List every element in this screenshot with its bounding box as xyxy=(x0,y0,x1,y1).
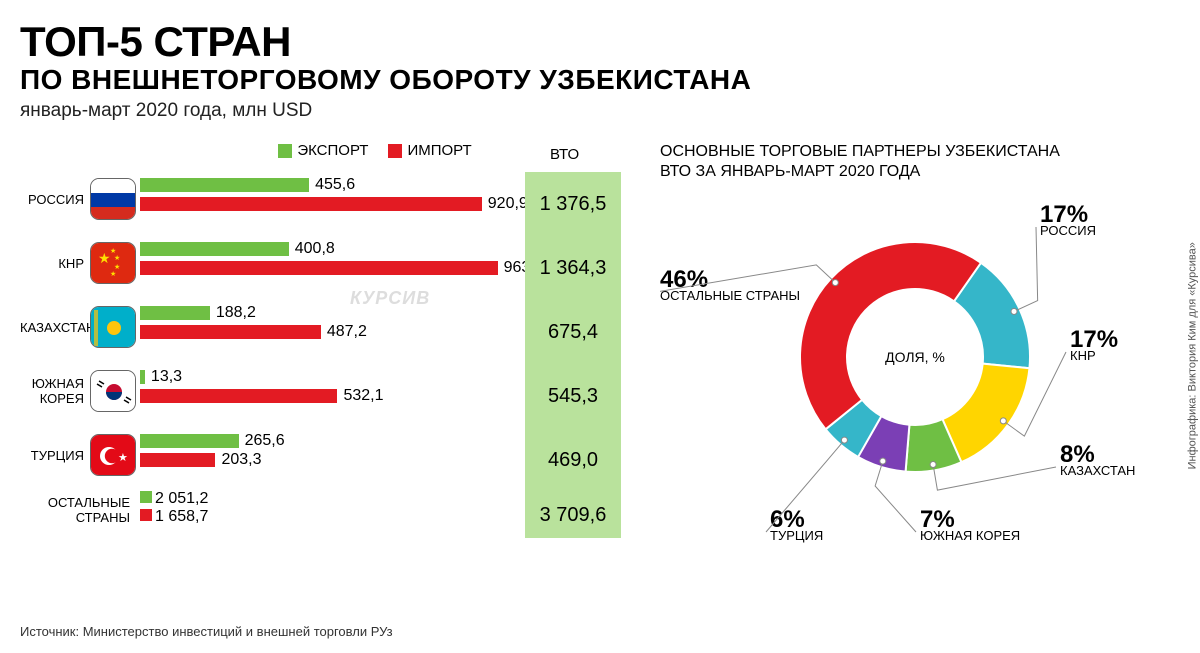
svg-text:★: ★ xyxy=(98,250,111,266)
title-sub: ПО ВНЕШНЕТОРГОВОМУ ОБОРОТУ УЗБЕКИСТАНА xyxy=(20,64,1200,96)
donut-panel: ОСНОВНЫЕ ТОРГОВЫЕ ПАРТНЕРЫ УЗБЕКИСТАНА В… xyxy=(660,142,1180,592)
export-value: 455,6 xyxy=(315,176,355,194)
country-label: КНР xyxy=(20,256,90,271)
donut-pct: 7% xyxy=(920,512,1020,528)
header: ТОП-5 СТРАН ПО ВНЕШНЕТОРГОВОМУ ОБОРОТУ У… xyxy=(0,0,1200,122)
donut-name: ТУРЦИЯ xyxy=(770,528,823,544)
import-value: 487,2 xyxy=(327,323,367,341)
country-label: ТУРЦИЯ xyxy=(20,448,90,463)
import-bar: 920,9 xyxy=(140,197,482,211)
donut-name: ОСТАЛЬНЫЕ СТРАНЫ xyxy=(660,288,800,304)
svg-text:★: ★ xyxy=(110,247,116,255)
export-value: 188,2 xyxy=(216,304,256,322)
donut-label: 7%ЮЖНАЯ КОРЕЯ xyxy=(920,512,1020,544)
vto-value: 1 364,3 xyxy=(525,236,621,300)
legend-export: ЭКСПОРТ xyxy=(278,142,368,159)
export-value: 13,3 xyxy=(151,368,182,386)
donut-pct: 17% xyxy=(1040,207,1096,223)
svg-text:★: ★ xyxy=(114,254,120,262)
vto-value: 469,0 xyxy=(525,428,621,492)
donut-slice xyxy=(800,242,981,429)
legend-export-label: ЭКСПОРТ xyxy=(297,142,368,159)
flag-icon xyxy=(90,178,136,220)
export-bar: 188,2 xyxy=(140,306,210,320)
title-period: январь-март 2020 года, млн USD xyxy=(20,100,1200,122)
legend-import: ИМПОРТ xyxy=(388,142,471,159)
export-value: 400,8 xyxy=(295,240,335,258)
export-bar: 400,8 xyxy=(140,242,289,256)
vto-value: 1 376,5 xyxy=(525,172,621,236)
flag-icon xyxy=(90,306,136,348)
donut-title-l1: ОСНОВНЫЕ ТОРГОВЫЕ ПАРТНЕРЫ УЗБЕКИСТАНА xyxy=(660,143,1060,160)
svg-text:★: ★ xyxy=(110,270,116,278)
donut-svg xyxy=(800,242,1030,472)
country-label: КАЗАХСТАН xyxy=(20,320,90,335)
bar-chart-panel: ЭКСПОРТ ИМПОРТ ВТО РОССИЯ 455,6 920,9 КН… xyxy=(20,142,660,592)
donut-label: 17%КНР xyxy=(1070,332,1118,364)
donut-chart: ДОЛЯ, %17%РОССИЯ17%КНР8%КАЗАХСТАН7%ЮЖНАЯ… xyxy=(660,192,1180,592)
country-label: ЮЖНАЯ КОРЕЯ xyxy=(20,376,90,406)
donut-name: ЮЖНАЯ КОРЕЯ xyxy=(920,528,1020,544)
vto-header: ВТО xyxy=(550,146,579,163)
export-bar: 455,6 xyxy=(140,178,309,192)
credit-text: Инфографика: Виктория Ким для «Курсива» xyxy=(1186,242,1198,469)
flag-icon xyxy=(90,370,136,412)
donut-pct: 46% xyxy=(660,272,800,288)
export-bar: 13,3 xyxy=(140,370,145,384)
donut-pct: 6% xyxy=(770,512,823,528)
import-value: 532,1 xyxy=(343,387,383,405)
country-label: РОССИЯ xyxy=(20,192,90,207)
title-main: ТОП-5 СТРАН xyxy=(20,18,1200,66)
import-value: 203,3 xyxy=(221,451,261,469)
vto-value: 3 709,6 xyxy=(525,492,621,538)
vto-column: 1 376,51 364,3675,4545,3469,03 709,6 xyxy=(525,172,621,538)
donut-name: КАЗАХСТАН xyxy=(1060,463,1135,479)
import-bar: 203,3 xyxy=(140,453,215,467)
donut-label: 6%ТУРЦИЯ xyxy=(770,512,823,544)
donut-label: 17%РОССИЯ xyxy=(1040,207,1096,239)
legend-swatch-import xyxy=(388,144,402,158)
watermark: КУРСИВ xyxy=(350,288,430,309)
export-bar: 265,6 xyxy=(140,434,239,448)
vto-value: 675,4 xyxy=(525,300,621,364)
import-bar: 487,2 xyxy=(140,325,321,339)
import-bar: 963,5 xyxy=(140,261,498,275)
donut-label: 8%КАЗАХСТАН xyxy=(1060,447,1135,479)
source-text: Источник: Министерство инвестиций и внеш… xyxy=(20,624,393,639)
donut-pct: 8% xyxy=(1060,447,1135,463)
import-bar: 532,1 xyxy=(140,389,337,403)
legend-swatch-export xyxy=(278,144,292,158)
flag-icon: ★ xyxy=(90,434,136,476)
donut-title-l2: ВТО ЗА ЯНВАРЬ-МАРТ 2020 ГОДА xyxy=(660,163,920,180)
flag-icon: ★★★★★ xyxy=(90,242,136,284)
donut-pct: 17% xyxy=(1070,332,1118,348)
export-value: 265,6 xyxy=(245,432,285,450)
donut-label: 46%ОСТАЛЬНЫЕ СТРАНЫ xyxy=(660,272,800,304)
svg-text:★: ★ xyxy=(114,263,120,271)
donut-title: ОСНОВНЫЕ ТОРГОВЫЕ ПАРТНЕРЫ УЗБЕКИСТАНА В… xyxy=(660,142,1180,182)
vto-value: 545,3 xyxy=(525,364,621,428)
svg-text:★: ★ xyxy=(118,452,128,464)
legend-import-label: ИМПОРТ xyxy=(407,142,471,159)
country-label: ОСТАЛЬНЫЕ СТРАНЫ xyxy=(20,495,136,525)
import-value: 920,9 xyxy=(488,195,528,213)
donut-name: РОССИЯ xyxy=(1040,223,1096,239)
